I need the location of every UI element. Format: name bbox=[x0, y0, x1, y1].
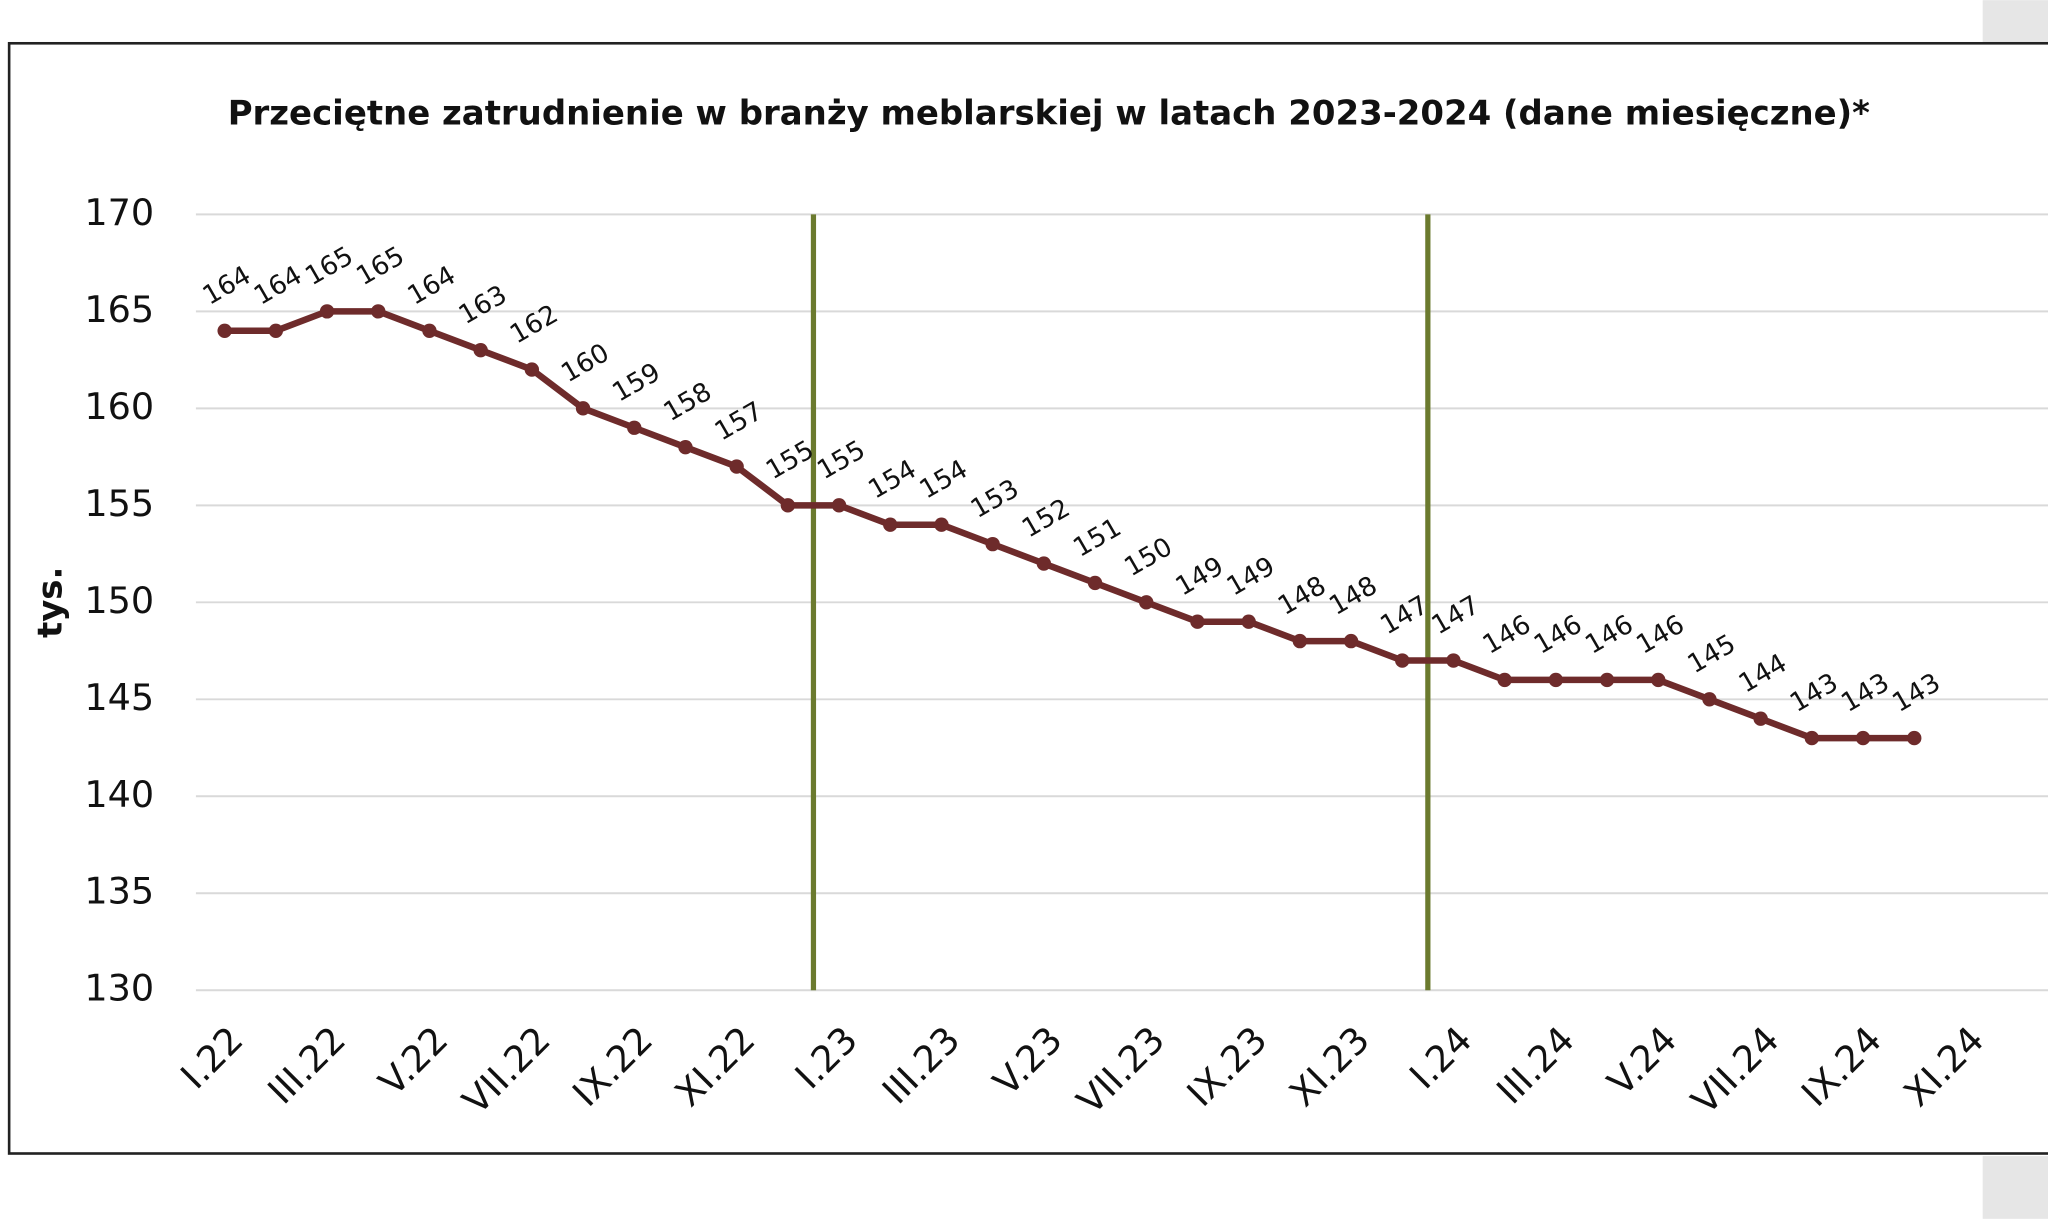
data-point bbox=[524, 362, 540, 377]
data-point bbox=[422, 323, 437, 338]
chart-frame bbox=[7, 41, 2048, 1155]
data-point bbox=[780, 498, 796, 513]
data-point bbox=[1241, 614, 1256, 629]
data-point bbox=[1907, 730, 1922, 746]
data-point bbox=[831, 498, 847, 513]
data-point bbox=[1548, 672, 1564, 688]
data-point bbox=[729, 459, 744, 474]
chart-title: Przeciętne zatrudnienie w branży meblars… bbox=[228, 94, 1870, 134]
data-point bbox=[1446, 653, 1461, 668]
data-point bbox=[1855, 730, 1871, 746]
data-point bbox=[575, 401, 591, 416]
data-point bbox=[1497, 672, 1512, 688]
data-point bbox=[627, 420, 642, 435]
data-point bbox=[883, 517, 898, 532]
data-point bbox=[1599, 672, 1615, 688]
y-tick-label: 170 bbox=[84, 191, 154, 234]
series-line bbox=[224, 308, 1915, 742]
data-point bbox=[1343, 633, 1359, 649]
y-tick-label: 140 bbox=[84, 773, 154, 816]
data-point bbox=[319, 304, 335, 319]
data-point bbox=[985, 536, 1000, 552]
data-point bbox=[1702, 692, 1717, 707]
y-axis-label: tys. bbox=[31, 567, 71, 638]
y-tick-label: 130 bbox=[84, 967, 154, 1010]
data-point bbox=[473, 342, 488, 358]
y-tick-label: 155 bbox=[84, 482, 154, 525]
data-point bbox=[217, 323, 232, 338]
data-point bbox=[934, 517, 949, 532]
data-point bbox=[1087, 575, 1103, 591]
data-point bbox=[1395, 653, 1410, 668]
y-tick-label: 135 bbox=[84, 870, 154, 913]
y-tick-label: 150 bbox=[84, 579, 154, 622]
data-point bbox=[1139, 595, 1154, 610]
data-point bbox=[1036, 556, 1052, 571]
y-tick-label: 165 bbox=[84, 288, 154, 331]
data-point bbox=[1753, 711, 1768, 726]
data-point bbox=[1292, 633, 1308, 649]
data-point bbox=[371, 304, 386, 319]
background-patch bbox=[1982, 1156, 2048, 1219]
data-point bbox=[1804, 730, 1820, 746]
data-point bbox=[268, 323, 284, 338]
data-point bbox=[678, 439, 693, 455]
data-point bbox=[1190, 614, 1205, 629]
y-tick-label: 145 bbox=[84, 676, 154, 719]
y-tick-label: 160 bbox=[84, 385, 154, 428]
data-point bbox=[1651, 672, 1666, 688]
background-patch bbox=[1982, 0, 2048, 44]
